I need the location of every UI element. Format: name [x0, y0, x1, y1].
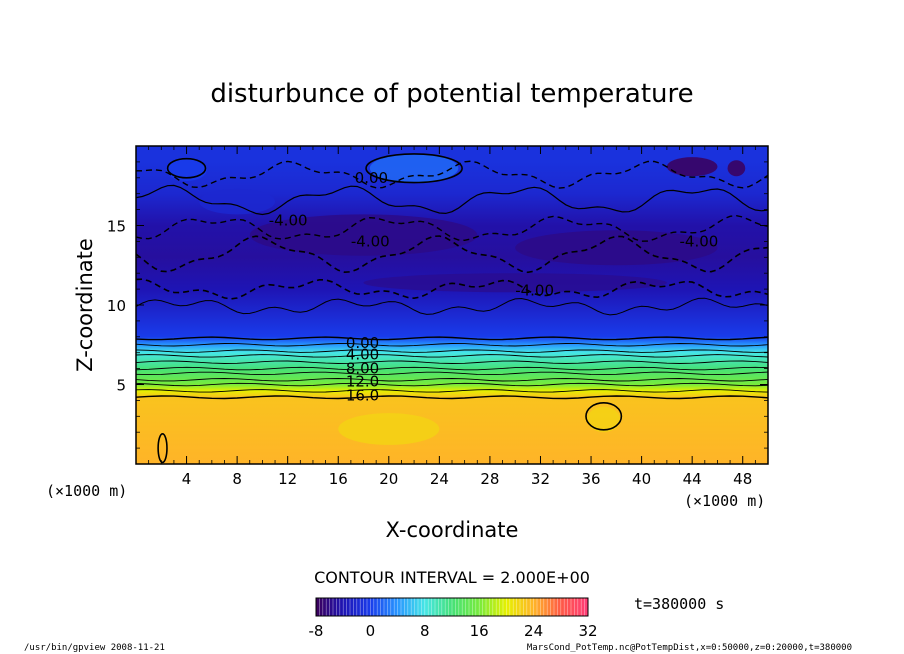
footer-right: MarsCond_PotTemp.nc@PotTempDist,x=0:5000…	[527, 643, 852, 653]
heatmap-anomalies	[166, 153, 746, 445]
contour-lines	[136, 153, 768, 464]
x-tick-label: 32	[531, 470, 550, 488]
contour-line	[136, 354, 768, 358]
colorbar-tick-label: 24	[524, 622, 543, 640]
y-tick-label: 5	[116, 377, 126, 395]
field-anomaly	[666, 157, 718, 177]
contour-line	[136, 297, 768, 316]
contour-label: -4.00	[351, 232, 390, 250]
contour-loop	[365, 153, 463, 184]
colorbar-tick-label: 0	[366, 622, 376, 640]
contour-loop	[157, 432, 168, 464]
contour-line	[136, 160, 768, 189]
contour-label: 4.00	[346, 345, 379, 363]
contour-line	[136, 214, 768, 242]
field-anomaly	[727, 160, 746, 177]
contour-line	[136, 378, 768, 382]
contour-line	[136, 184, 768, 216]
contour-line	[136, 360, 768, 364]
contour-labels: 0.00-4.00-4.00 -4.00-4.000.004.008.0012.0…	[269, 169, 719, 405]
y-axis-ticks: 5 10 15	[107, 161, 768, 449]
x-tick-label: 28	[480, 470, 499, 488]
x-tick-label: 24	[430, 470, 449, 488]
colorbar-tick-label: 8	[420, 622, 430, 640]
contour-line	[136, 382, 768, 387]
contour-label: 12.0	[346, 372, 379, 390]
colorbar-ticks: -8 0 8 16 24 32	[309, 622, 598, 640]
contour-line	[136, 336, 768, 341]
x-axis-label: X-coordinate	[386, 518, 519, 542]
x-tick-label: 48	[733, 470, 752, 488]
contour-loop	[166, 157, 207, 179]
contour-line	[136, 349, 768, 353]
x-tick-label: 8	[232, 470, 242, 488]
y-tick-label: 15	[107, 218, 126, 236]
colorbar: -8 0 8 16 24 32	[309, 597, 598, 640]
colorbar-stripes	[319, 598, 585, 616]
contour-line	[136, 366, 768, 371]
field-anomaly	[369, 153, 459, 183]
contour-label: 0.00	[346, 334, 379, 352]
x-tick-label: 40	[632, 470, 651, 488]
contour-label: 8.00	[346, 360, 379, 378]
field-anomaly	[199, 188, 276, 215]
colorbar-tick-label: 16	[470, 622, 489, 640]
chart-title: disturbunce of potential temperature	[210, 79, 693, 109]
contour-label: -4.00	[515, 282, 554, 300]
contour-loop	[585, 401, 623, 431]
contour-line	[136, 278, 768, 300]
footer-left: /usr/bin/gpview 2008-11-21	[24, 643, 165, 653]
contour-line	[136, 371, 768, 376]
colorbar-frame	[315, 597, 589, 617]
field-anomaly	[249, 214, 478, 256]
contour-label: -4.00	[269, 212, 308, 230]
field-anomaly	[363, 273, 667, 293]
y-axis-label: Z-coordinate	[73, 238, 97, 372]
contour-line	[136, 235, 768, 274]
contour-label: 0.00	[355, 169, 388, 187]
colorbar-tick-label: 32	[578, 622, 597, 640]
contour-interval-label: CONTOUR INTERVAL = 2.000E+00	[314, 568, 590, 587]
x-tick-label: 20	[379, 470, 398, 488]
contour-label: 16.0	[346, 387, 379, 405]
plot-area	[136, 146, 768, 464]
time-label: t=380000 s	[634, 595, 724, 613]
x-tick-label: 4	[182, 470, 192, 488]
field-anomaly	[587, 406, 621, 433]
y-tick-label: 10	[107, 297, 126, 315]
x-tick-label: 36	[581, 470, 600, 488]
contour-line	[136, 395, 768, 400]
x-tick-label: 44	[683, 470, 702, 488]
x-tick-label: 16	[329, 470, 348, 488]
colorbar-tick-label: -8	[309, 622, 324, 640]
field-anomaly	[515, 230, 718, 266]
contour-label: -4.00	[680, 232, 719, 250]
field-anomaly	[338, 413, 440, 445]
x-unit-right: (×1000 m)	[684, 492, 765, 510]
x-axis-ticks: 4 8 12 16 20 24 28 32 36 40 44 48	[148, 146, 756, 488]
x-unit-left: (×1000 m)	[46, 482, 127, 500]
field-anomaly	[166, 158, 207, 181]
contour-line	[136, 343, 768, 347]
x-tick-label: 12	[278, 470, 297, 488]
contour-line	[136, 389, 768, 393]
